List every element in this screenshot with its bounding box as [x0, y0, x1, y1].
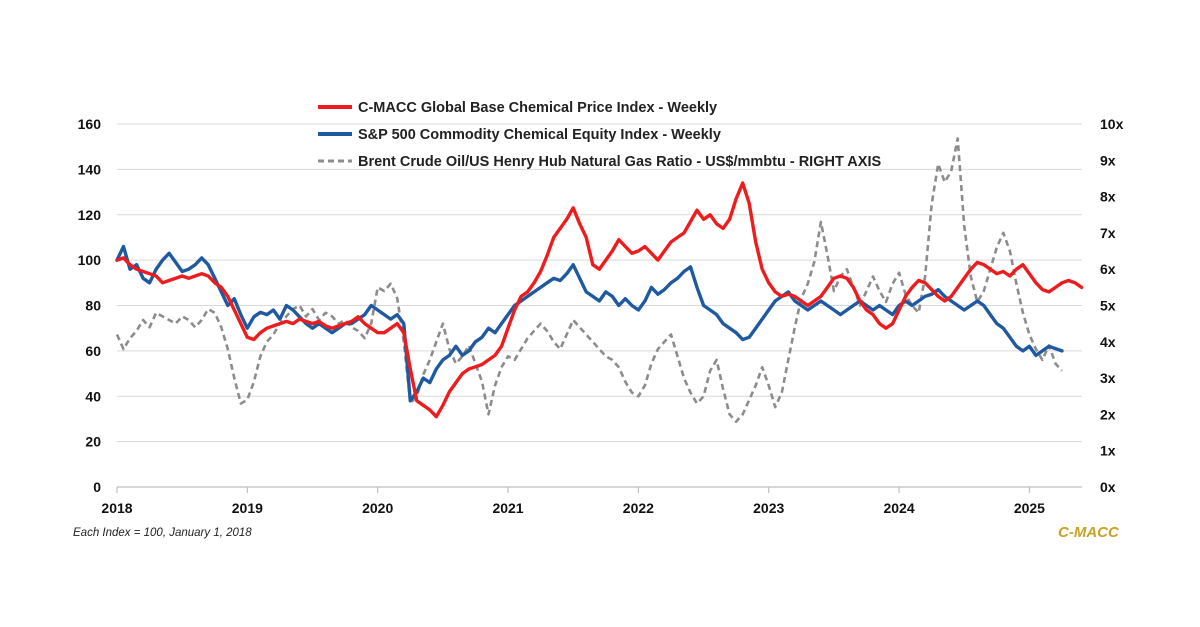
right-axis-tick-label: 0x [1100, 479, 1116, 495]
x-axis-tick-label: 2024 [883, 500, 914, 516]
left-axis-tick-label: 20 [85, 434, 101, 450]
x-axis-tick-label: 2022 [623, 500, 654, 516]
x-axis-tick-label: 2021 [492, 500, 523, 516]
right-axis-tick-label: 2x [1100, 406, 1116, 422]
legend-label-0: C-MACC Global Base Chemical Price Index … [358, 100, 717, 116]
series-layer [115, 137, 1084, 423]
right-axis-tick-label: 1x [1100, 443, 1116, 459]
x-axis-tick-label: 2025 [1014, 500, 1045, 516]
x-axis-tick-label: 2020 [362, 500, 393, 516]
right-axis-tick-label: 6x [1100, 261, 1116, 277]
right-axis-tick-label: 3x [1100, 370, 1116, 386]
legend-label-2: Brent Crude Oil/US Henry Hub Natural Gas… [358, 154, 881, 170]
x-axis-tick-label: 2019 [232, 500, 263, 516]
left-axis-tick-label: 140 [78, 161, 102, 177]
left-axis-tick-label: 40 [85, 388, 101, 404]
left-axis-tick-label: 120 [78, 207, 102, 223]
right-axis-tick-label: 4x [1100, 334, 1116, 350]
legend: C-MACC Global Base Chemical Price Index … [318, 100, 881, 170]
left-axis-tick-label: 160 [78, 116, 102, 132]
left-axis-tick-label: 80 [85, 298, 101, 314]
left-axis-tick-label: 0 [93, 479, 101, 495]
left-axis-tick-label: 60 [85, 343, 101, 359]
left-axis-tick-label: 100 [78, 252, 102, 268]
series-line-1 [115, 244, 1064, 403]
footnote: Each Index = 100, January 1, 2018 [73, 527, 252, 539]
right-axis-tick-label: 9x [1100, 152, 1116, 168]
x-axis-tick-label: 2023 [753, 500, 784, 516]
brand-logo-text: C-MACC [1058, 524, 1119, 541]
right-axis-tick-label: 10x [1100, 116, 1124, 132]
series-line-2 [115, 137, 1063, 423]
right-axis-tick-label: 7x [1100, 225, 1116, 241]
axis-layer: 0 20 40 60 80 100 120 140 160 0x 1x 2x 3x 4x 5x 6x 7x 8x 9… [78, 116, 1124, 516]
x-axis-tick-label: 2018 [101, 500, 132, 516]
right-axis-tick-label: 5x [1100, 298, 1116, 314]
right-axis-tick-label: 8x [1100, 189, 1116, 205]
series-line-0 [115, 181, 1084, 419]
legend-label-1: S&P 500 Commodity Chemical Equity Index … [358, 127, 721, 143]
